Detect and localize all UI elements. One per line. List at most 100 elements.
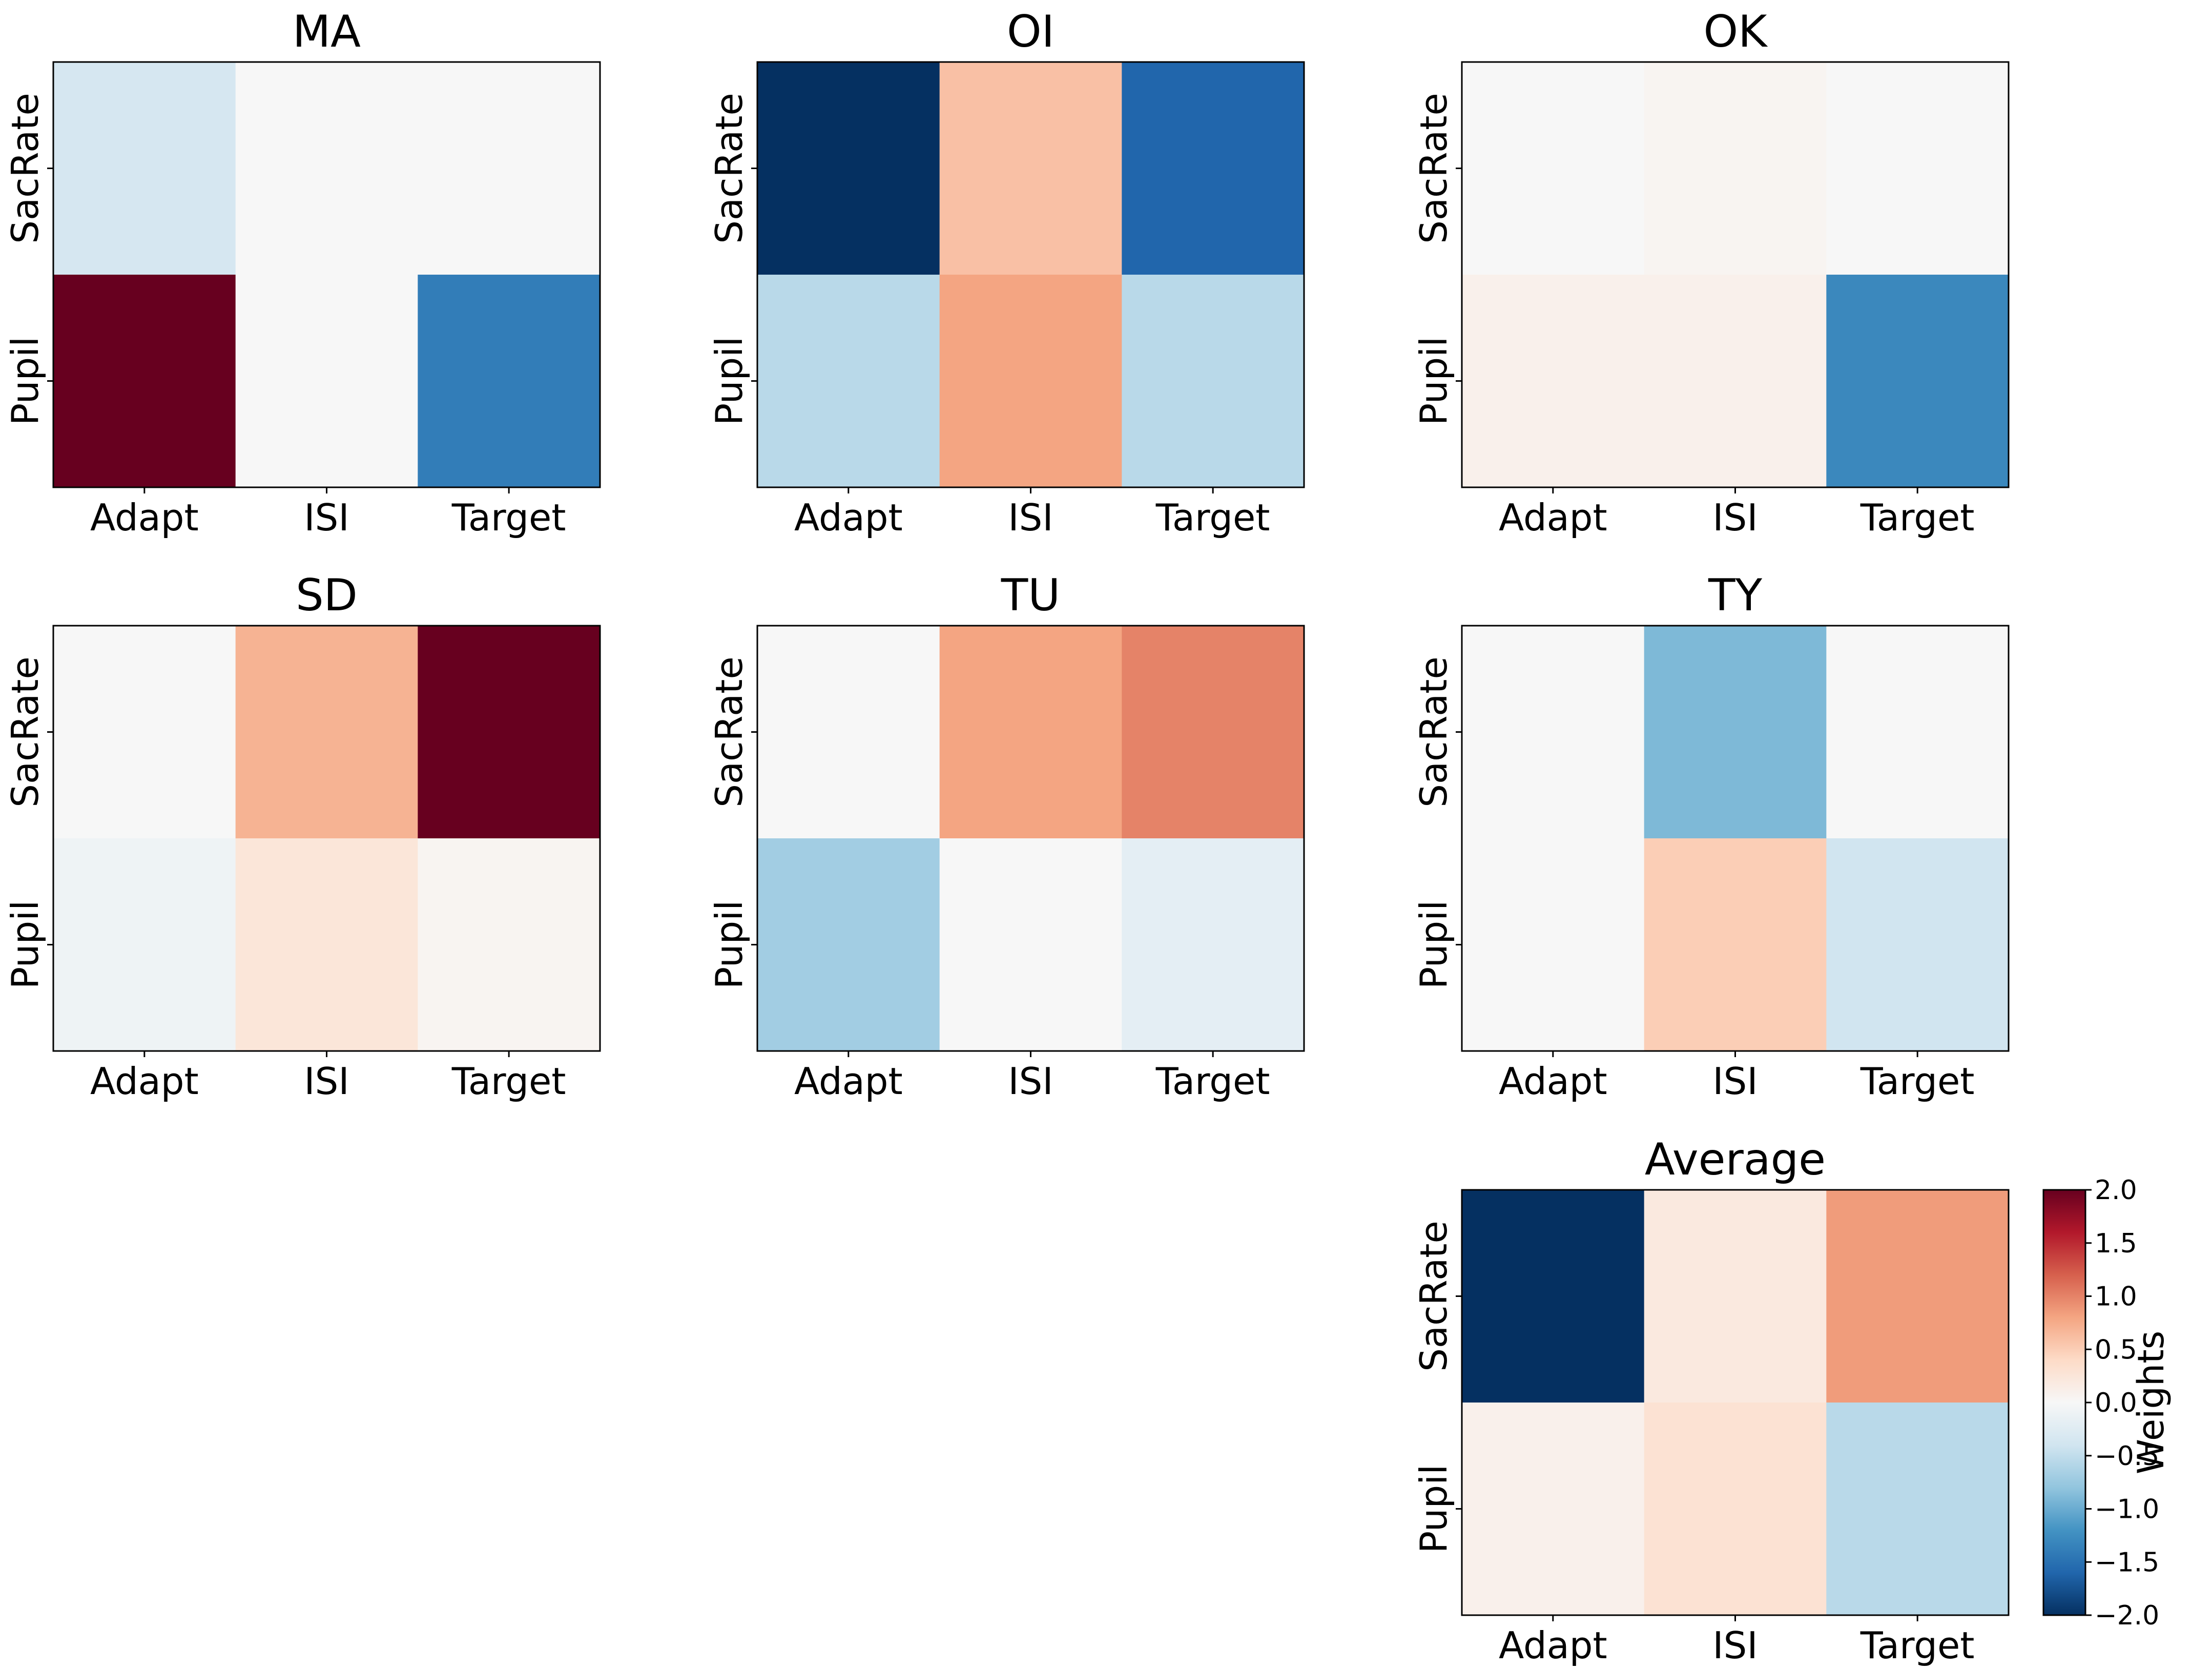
heatmap-cell-sacrate-adapt <box>757 62 940 275</box>
x-tick-label: ISI <box>304 1060 349 1103</box>
heatmap-cell-pupil-target <box>1122 838 1305 1052</box>
colorbar-tick-label: 0.0 <box>2095 1388 2137 1418</box>
x-tick-label: Adapt <box>1499 1060 1607 1103</box>
panel-title: TY <box>1708 570 1763 621</box>
colorbar: 2.0 1.5 1.0 0.5 0.0 −0.5 −1.0 −1.5 −2.0 Weights <box>2042 1175 2172 1631</box>
heatmap-cell-pupil-isi <box>1644 275 1827 488</box>
colorbar-tick-label: 0.5 <box>2095 1334 2137 1365</box>
heatmap-panel-average: Average Adapt ISI Target SacRate Pupil <box>1412 1134 2010 1667</box>
colorbar-tick-label: −2.0 <box>2095 1600 2159 1631</box>
heatmap-cell-pupil-target <box>418 275 601 488</box>
y-tick-label: Pupil <box>1412 1465 1455 1554</box>
heatmap-cell-sacrate-isi <box>235 626 418 839</box>
y-tick-label: SacRate <box>1412 656 1455 808</box>
heatmap-cell-sacrate-isi <box>939 626 1122 839</box>
heatmap-cell-pupil-adapt <box>1462 838 1645 1052</box>
x-tick-label: Adapt <box>1499 496 1607 539</box>
colorbar-tick-label: −1.0 <box>2095 1494 2159 1525</box>
heatmap-cell-sacrate-adapt <box>53 62 236 275</box>
x-tick-label: Target <box>1155 1060 1270 1103</box>
heatmap-cell-pupil-target <box>1826 838 2009 1052</box>
x-tick-label: ISI <box>1712 496 1758 539</box>
heatmap-cell-pupil-isi <box>939 838 1122 1052</box>
x-tick-label: Target <box>1860 496 1975 539</box>
heatmap-cell-sacrate-target <box>1122 626 1305 839</box>
heatmap-cell-sacrate-isi <box>939 62 1122 275</box>
heatmap-panel-sd: SD Adapt ISI Target SacRate Pupil <box>4 570 601 1103</box>
heatmap-cell-sacrate-adapt <box>757 626 940 839</box>
y-tick-label: Pupil <box>708 900 751 989</box>
x-tick-label: Adapt <box>1499 1624 1607 1667</box>
colorbar-tick-label: −1.5 <box>2095 1547 2159 1578</box>
colorbar-label: Weights <box>2130 1331 2172 1474</box>
x-tick-label: Target <box>1155 496 1270 539</box>
heatmap-cell-pupil-isi <box>1644 838 1827 1052</box>
y-tick-label: Pupil <box>708 337 751 426</box>
x-tick-label: Adapt <box>794 496 903 539</box>
x-tick-label: Adapt <box>90 496 199 539</box>
heatmap-cell-sacrate-isi <box>1644 626 1827 839</box>
heatmap-cell-sacrate-target <box>1826 626 2009 839</box>
x-tick-label: Adapt <box>90 1060 199 1103</box>
colorbar-tick-label: 1.5 <box>2095 1228 2137 1259</box>
heatmap-cell-sacrate-adapt <box>53 626 236 839</box>
heatmap-panels: MA Adapt ISI Target SacRate Pupil OI Adapt ISI Ta… <box>4 6 2010 1667</box>
y-tick-label: Pupil <box>1412 337 1455 426</box>
heatmap-cell-pupil-isi <box>235 838 418 1052</box>
x-tick-label: ISI <box>1712 1060 1758 1103</box>
heatmap-cell-pupil-adapt <box>757 838 940 1052</box>
y-tick-label: SacRate <box>1412 93 1455 244</box>
x-tick-label: ISI <box>1712 1624 1758 1667</box>
y-tick-label: SacRate <box>708 656 751 808</box>
heatmap-cell-sacrate-isi <box>1644 62 1827 275</box>
heatmap-cell-sacrate-target <box>1826 1190 2009 1403</box>
y-tick-label: SacRate <box>4 656 47 808</box>
x-tick-label: ISI <box>1008 1060 1053 1103</box>
heatmap-cell-sacrate-adapt <box>1462 1190 1645 1403</box>
y-tick-label: Pupil <box>4 337 47 426</box>
y-tick-label: Pupil <box>4 900 47 989</box>
heatmap-cell-pupil-isi <box>939 275 1122 488</box>
heatmap-cell-sacrate-target <box>1122 62 1305 275</box>
heatmap-cell-sacrate-target <box>418 62 601 275</box>
y-tick-label: Pupil <box>1412 900 1455 989</box>
heatmap-cell-pupil-isi <box>1644 1403 1827 1616</box>
colorbar-tick-label: 2.0 <box>2095 1175 2137 1206</box>
heatmap-panel-ma: MA Adapt ISI Target SacRate Pupil <box>4 6 601 539</box>
heatmap-cell-sacrate-isi <box>235 62 418 275</box>
colorbar-gradient <box>2042 1189 2086 1616</box>
colorbar-tick-label: 1.0 <box>2095 1282 2137 1312</box>
heatmap-cell-pupil-adapt <box>757 275 940 488</box>
heatmap-panel-ty: TY Adapt ISI Target SacRate Pupil <box>1412 570 2010 1103</box>
x-tick-label: Target <box>451 1060 566 1103</box>
x-tick-label: Target <box>1860 1624 1975 1667</box>
panel-title: TU <box>1001 570 1060 621</box>
panel-title: MA <box>293 6 361 57</box>
heatmap-cell-pupil-adapt <box>1462 275 1645 488</box>
panel-title: SD <box>296 570 358 621</box>
x-tick-label: Target <box>451 496 566 539</box>
heatmap-cell-sacrate-target <box>418 626 601 839</box>
heatmap-panel-oi: OI Adapt ISI Target SacRate Pupil <box>708 6 1305 539</box>
heatmap-cell-sacrate-adapt <box>1462 626 1645 839</box>
panel-title: OI <box>1007 6 1055 57</box>
panel-title: OK <box>1703 6 1768 57</box>
y-tick-label: SacRate <box>1412 1221 1455 1372</box>
heatmap-panel-tu: TU Adapt ISI Target SacRate Pupil <box>708 570 1305 1103</box>
heatmap-cell-sacrate-isi <box>1644 1190 1827 1403</box>
x-tick-label: Target <box>1860 1060 1975 1103</box>
heatmap-cell-pupil-target <box>1826 275 2009 488</box>
heatmap-cell-pupil-adapt <box>1462 1403 1645 1616</box>
x-tick-label: ISI <box>1008 496 1053 539</box>
heatmap-cell-pupil-target <box>1122 275 1305 488</box>
y-tick-label: SacRate <box>708 93 751 244</box>
heatmap-cell-pupil-adapt <box>53 838 236 1052</box>
heatmap-cell-pupil-target <box>1826 1403 2009 1616</box>
y-tick-label: SacRate <box>4 93 47 244</box>
heatmap-cell-pupil-target <box>418 838 601 1052</box>
panel-title: Average <box>1645 1134 1826 1185</box>
heatmap-panel-ok: OK Adapt ISI Target SacRate Pupil <box>1412 6 2010 539</box>
heatmap-cell-pupil-adapt <box>53 275 236 488</box>
heatmap-cell-sacrate-target <box>1826 62 2009 275</box>
